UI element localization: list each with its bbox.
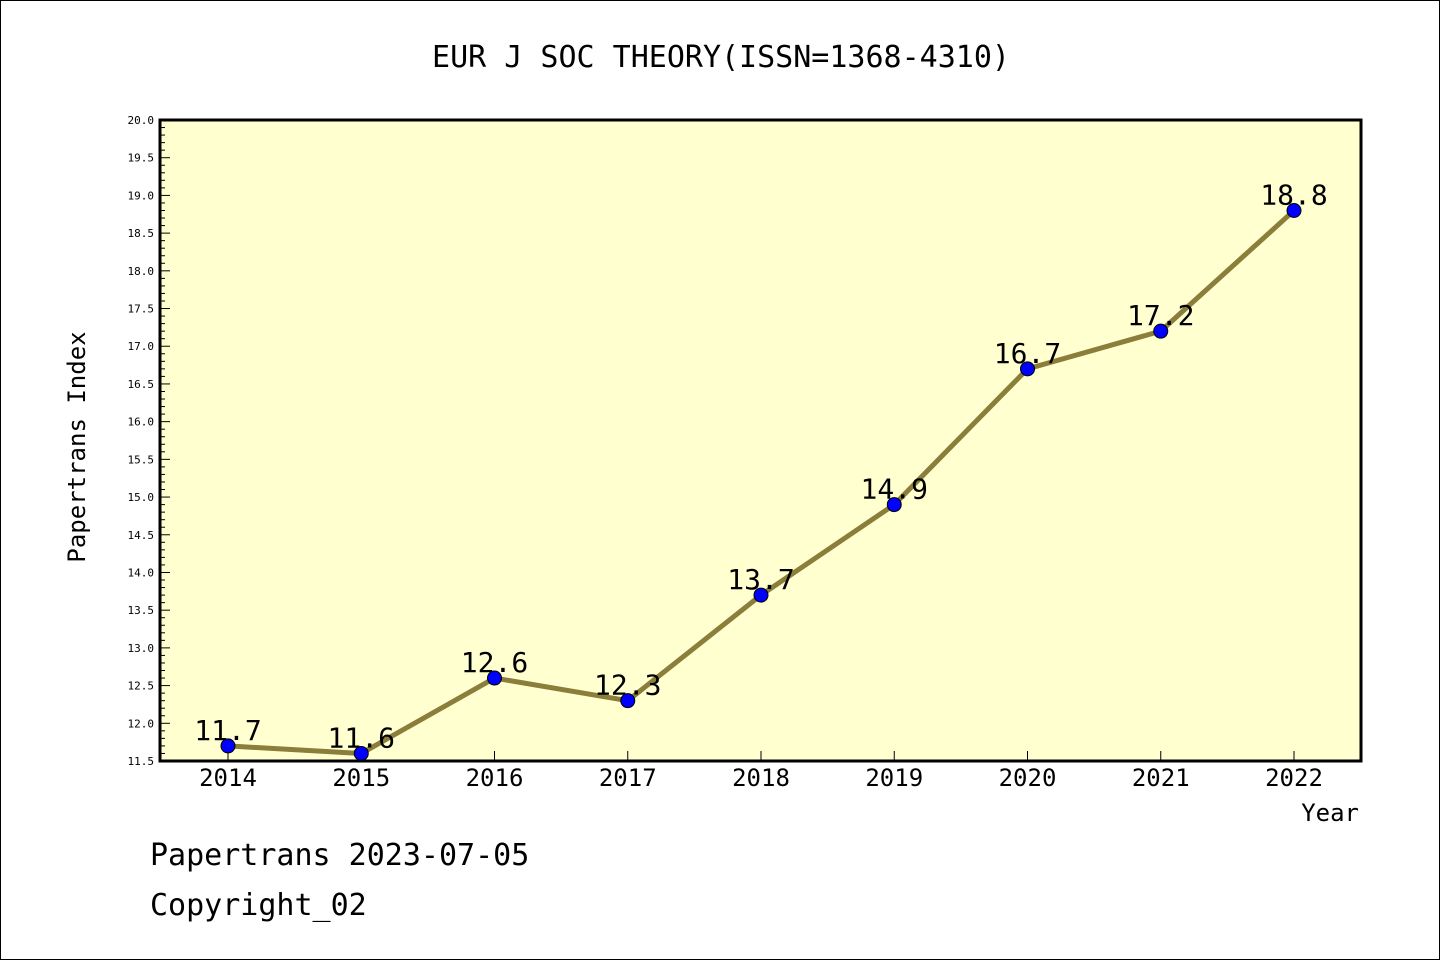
- y-tick-label: 20.0: [128, 114, 155, 127]
- y-tick-label: 16.0: [128, 416, 155, 429]
- data-label: 18.8: [1260, 178, 1327, 211]
- x-tick-label: 2022: [1265, 764, 1323, 792]
- y-tick-label: 14.5: [128, 529, 155, 542]
- data-label: 11.7: [194, 714, 261, 747]
- x-tick-label: 2019: [865, 764, 923, 792]
- y-axis-label: Papertrans Index: [63, 331, 91, 562]
- y-tick-label: 17.0: [128, 340, 155, 353]
- y-tick-label: 13.0: [128, 642, 155, 655]
- data-label: 13.7: [727, 563, 794, 596]
- data-labels: 11.7 11.6 12.6 12.3 13.7 14.9 16.7 17.2 18.8: [194, 178, 1327, 754]
- x-tick-label: 2021: [1132, 764, 1190, 792]
- y-tick-label: 12.5: [128, 680, 155, 693]
- y-axis: 11.5 12.0 12.5 13.0 13.5 14.0 14.5 15.0 15.5 16.0…: [128, 114, 170, 768]
- data-point: [620, 693, 636, 709]
- footer-copyright: Copyright_02: [150, 888, 367, 923]
- data-label: 11.6: [328, 721, 395, 754]
- footer-date: Papertrans 2023-07-05: [150, 838, 529, 873]
- data-label: 16.7: [994, 337, 1061, 370]
- x-tick-label: 2016: [466, 764, 524, 792]
- y-tick-label: 18.0: [128, 265, 155, 278]
- x-axis-label: Year: [1301, 799, 1359, 827]
- plot-area: [160, 120, 1361, 761]
- data-point: [886, 497, 902, 513]
- y-tick-label: 16.5: [128, 378, 155, 391]
- data-label: 17.2: [1127, 299, 1194, 332]
- data-point: [1153, 323, 1169, 339]
- y-tick-label: 17.5: [128, 303, 155, 316]
- data-label: 14.9: [861, 473, 928, 506]
- y-tick-label: 19.0: [128, 189, 155, 202]
- y-tick-label: 13.5: [128, 604, 155, 617]
- x-axis: 2014 2015 2016 2017 2018 2019 2020 2021 2022: [199, 751, 1323, 792]
- x-tick-label: 2014: [199, 764, 257, 792]
- x-tick-label: 2017: [599, 764, 657, 792]
- data-point: [1020, 361, 1035, 377]
- data-point: [220, 738, 236, 754]
- x-tick-label: 2015: [332, 764, 390, 792]
- data-label: 12.3: [594, 669, 661, 702]
- y-tick-label: 11.5: [128, 755, 155, 768]
- plot-border: [158, 118, 1363, 763]
- y-tick-label: 14.0: [128, 566, 155, 579]
- series-layer: [220, 202, 1302, 761]
- data-label: 12.6: [461, 646, 528, 679]
- y-tick-label: 15.0: [128, 491, 155, 504]
- x-tick-label: 2020: [999, 764, 1057, 792]
- y-tick-label: 19.5: [128, 152, 155, 165]
- y-tick-label: 12.0: [128, 717, 155, 730]
- data-point: [1286, 202, 1302, 218]
- data-point: [753, 587, 769, 603]
- data-point: [487, 670, 502, 686]
- y-tick-label: 15.5: [128, 453, 155, 466]
- chart-title: EUR J SOC THEORY(ISSN=1368-4310): [432, 40, 1010, 75]
- y-tick-label: 18.5: [128, 227, 155, 240]
- x-tick-label: 2018: [732, 764, 790, 792]
